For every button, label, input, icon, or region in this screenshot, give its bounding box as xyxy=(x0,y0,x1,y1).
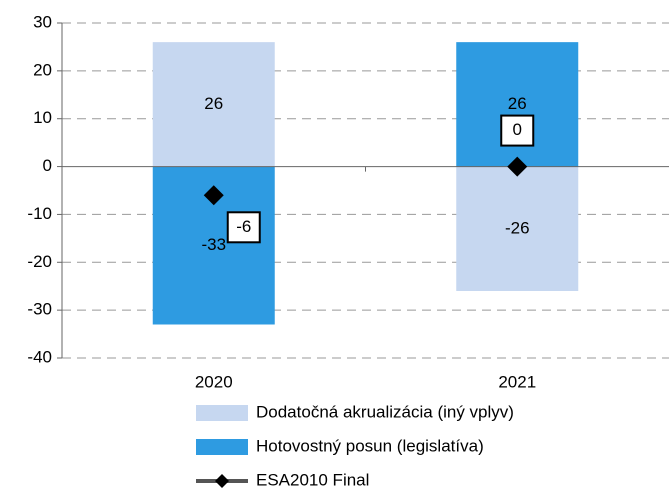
value-label: -33 xyxy=(201,235,226,254)
legend-marker xyxy=(215,474,229,488)
legend-swatch xyxy=(196,405,248,421)
bar xyxy=(456,166,579,291)
marker xyxy=(203,185,224,206)
value-label: 0 xyxy=(513,120,522,139)
value-label-box xyxy=(226,211,261,244)
value-label-box xyxy=(500,114,535,147)
value-label: -6 xyxy=(236,217,251,236)
marker xyxy=(507,156,528,177)
y-tick-label: 20 xyxy=(33,60,52,79)
y-tick-label: 30 xyxy=(33,12,52,31)
y-tick-label: -40 xyxy=(27,347,52,366)
bar xyxy=(152,42,275,167)
legend-swatch xyxy=(196,439,248,455)
value-label: -26 xyxy=(505,218,530,237)
y-tick-label: 0 xyxy=(43,156,52,175)
legend-label: Hotovostný posun (legislatíva) xyxy=(256,436,484,455)
y-tick-label: -10 xyxy=(27,204,52,223)
x-tick-label: 2021 xyxy=(498,372,536,391)
value-label: 26 xyxy=(508,94,527,113)
y-tick-label: -30 xyxy=(27,300,52,319)
legend-label: ESA2010 Final xyxy=(256,470,369,489)
x-tick-label: 2020 xyxy=(195,372,233,391)
value-label: 26 xyxy=(204,94,223,113)
y-tick-label: -20 xyxy=(27,252,52,271)
legend-label: Dodatočná akrualizácia (iný vplyv) xyxy=(256,402,514,421)
y-tick-label: 10 xyxy=(33,108,52,127)
